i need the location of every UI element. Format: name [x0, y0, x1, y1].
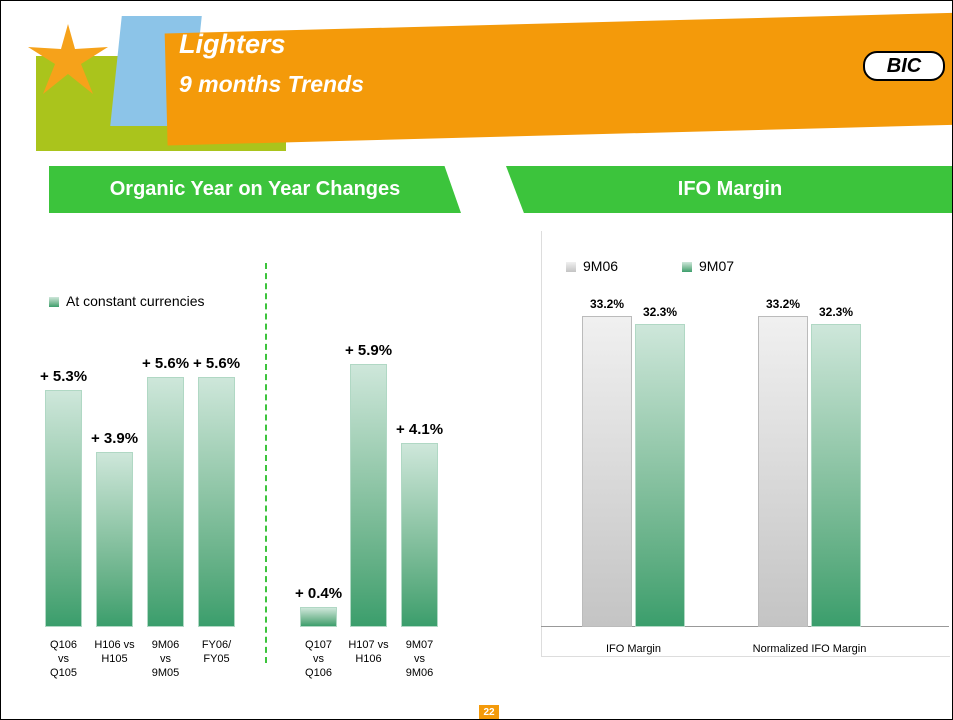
x-tick-label: Q107 vs Q106	[305, 639, 332, 679]
value-label: 32.3%	[642, 305, 678, 320]
bar	[811, 324, 861, 627]
star	[28, 24, 108, 94]
value-label: + 3.9%	[90, 430, 139, 448]
title: Lighters	[179, 29, 286, 59]
x-tick-label: H106 vs H105	[94, 639, 135, 665]
bar	[198, 376, 235, 627]
legend-swatch	[49, 297, 59, 307]
x-tick-label: IFO Margin	[605, 643, 661, 655]
bar	[582, 315, 632, 627]
legend-swatch	[566, 262, 576, 272]
subtitle: 9 months Trends	[179, 71, 364, 97]
x-tick-label: Q106 vs Q105	[50, 639, 77, 679]
x-tick-label: FY06/ FY05	[201, 639, 232, 665]
legend-label: 9M07	[699, 258, 735, 274]
bar	[147, 376, 184, 627]
section-banner: Organic Year on Year Changes	[49, 166, 461, 213]
legend-label: At constant currencies	[66, 293, 205, 309]
x-tick-label: 9M06 vs 9M05	[151, 639, 180, 679]
bar	[300, 607, 337, 627]
x-tick-label: Normalized IFO Margin	[752, 643, 867, 655]
x-tick-label: H107 vs H106	[348, 639, 389, 665]
bar	[96, 452, 133, 627]
value-label: 33.2%	[589, 296, 625, 311]
value-label: + 5.9%	[344, 341, 393, 359]
bar	[45, 390, 82, 627]
divider	[265, 263, 267, 663]
plot-frame	[541, 231, 950, 657]
value-label: 32.3%	[818, 305, 854, 320]
value-label: 33.2%	[765, 296, 801, 311]
value-label: + 0.4%	[294, 585, 343, 603]
value-label: + 4.1%	[395, 421, 444, 439]
bar	[350, 363, 387, 627]
logo: BIC	[863, 51, 945, 81]
bar	[401, 443, 438, 627]
value-label: + 5.3%	[39, 368, 88, 386]
value-label: + 5.6%	[192, 354, 241, 372]
value-label: + 5.6%	[141, 354, 190, 372]
legend-label: 9M06	[583, 258, 619, 274]
bar	[635, 324, 685, 627]
section-banner: IFO Margin	[506, 166, 952, 213]
axis-line	[541, 626, 949, 627]
x-tick-label: 9M07 vs 9M06	[405, 639, 434, 679]
page-number: 22	[479, 705, 499, 719]
legend-swatch	[682, 262, 692, 272]
bar	[758, 315, 808, 627]
